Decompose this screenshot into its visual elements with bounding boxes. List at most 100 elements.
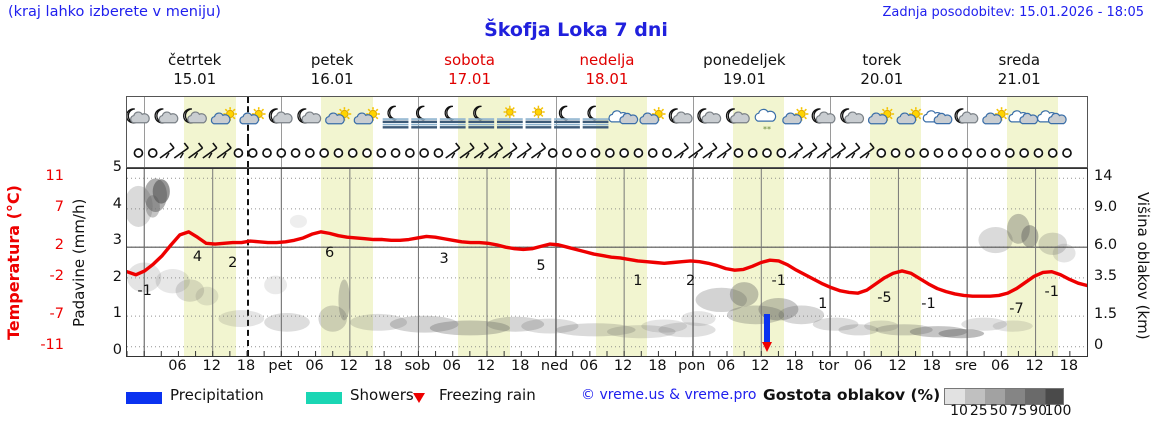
moon-fog-icon [382, 105, 409, 129]
moon-fog-icon [582, 105, 609, 129]
calm-wind-marker [1033, 148, 1044, 158]
day-name: sobota [444, 51, 495, 69]
density-tick-label: 90 [1029, 403, 1048, 419]
svg-text:**: ** [763, 125, 771, 134]
calm-wind-marker [390, 148, 401, 158]
calm-wind-marker [605, 148, 615, 158]
calm-wind-marker [133, 148, 144, 158]
cloud-height-tick-label: 1.5 [1094, 306, 1118, 323]
calm-wind-marker [776, 148, 787, 158]
cloud-height-tick-label: 3.5 [1094, 267, 1118, 284]
day-date: 16.01 [310, 70, 354, 88]
calm-wind-marker [633, 148, 644, 158]
temperature-point-label: 6 [324, 245, 335, 262]
cloud-icon [1037, 110, 1067, 125]
day-name: ponedeljek [703, 51, 786, 69]
wind-barb [859, 142, 875, 159]
wind-barb [788, 142, 804, 159]
density-tick-label: 25 [969, 403, 988, 419]
moon-cloud-icon [127, 108, 150, 124]
precipitation-tick-label: 5 [112, 159, 122, 175]
x-tick-label: 06 [305, 358, 324, 374]
sun-cloud-icon [210, 107, 237, 125]
day-date: 15.01 [173, 70, 217, 88]
calm-wind-marker [262, 148, 272, 158]
moon-cloud-icon [297, 108, 322, 124]
calm-wind-marker [905, 148, 915, 158]
calm-wind-marker [376, 148, 387, 158]
wind-barb [488, 142, 504, 159]
wind-barb [530, 142, 547, 159]
x-tick-label: 18 [1059, 358, 1079, 374]
day-date: 19.01 [722, 70, 766, 88]
x-tick-label: 06 [168, 358, 187, 374]
x-tick-label: 12 [202, 358, 221, 374]
calm-wind-marker [890, 148, 901, 158]
day-separator [692, 97, 694, 140]
day-separator [829, 140, 831, 167]
temperature-point-label: 1 [633, 272, 643, 289]
calm-wind-marker [919, 148, 929, 158]
calm-wind-marker [347, 148, 358, 158]
cloud-height-tick-label: 14 [1094, 168, 1113, 185]
copyright-link[interactable]: © vreme.us & vreme.pro [581, 387, 757, 403]
x-tick-label: pon [678, 358, 706, 374]
x-tick-label: 12 [888, 358, 907, 374]
calm-wind-marker [1047, 148, 1058, 158]
day-date: 21.01 [997, 70, 1041, 88]
daylight-band [1007, 169, 1059, 356]
day-separator [692, 140, 694, 167]
calm-wind-marker [247, 148, 258, 158]
wind-barb [502, 142, 518, 159]
wind-barb [188, 142, 204, 159]
weather-icon-band: ** [126, 96, 1088, 140]
temperature-tick-label: 2 [54, 237, 64, 254]
calm-wind-marker [947, 148, 958, 158]
wind-barb [845, 142, 861, 159]
cloud-height-tick-label: 6.0 [1094, 237, 1118, 254]
wind-barb [816, 142, 832, 159]
precipitation-axis-ticks: 5 4 3 2 1 0 [96, 159, 124, 362]
wind-barb [716, 142, 732, 159]
x-tick-label: 12 [751, 358, 770, 374]
cloud-icon [1008, 110, 1039, 125]
daylight-band [869, 169, 922, 356]
wind-barb [702, 142, 718, 159]
calm-wind-marker [419, 148, 429, 158]
day-separator [144, 140, 146, 167]
calm-wind-marker [619, 148, 629, 158]
last-update-label: Zadnja posodobitev: 15.01.2026 - 18:05 [882, 5, 1144, 20]
temperature-tick-label: 11 [45, 168, 64, 185]
wind-barb [830, 142, 847, 159]
precipitation-tick-label: 2 [112, 268, 122, 285]
density-tick-label: 10 [950, 403, 968, 419]
cloud-icon [922, 110, 953, 125]
moon-fog-icon [411, 105, 438, 129]
precipitation-axis-title: Padavine (mm/h) [70, 198, 88, 328]
calm-wind-marker [976, 148, 987, 158]
calm-wind-marker [305, 148, 315, 158]
temperature-point-label: -1 [1044, 283, 1059, 300]
calm-wind-marker [562, 148, 572, 158]
cloud-height-axis-title: Višina oblakov (km) [1134, 191, 1152, 340]
temperature-line [127, 230, 1087, 298]
temperature-point-label: -1 [771, 272, 786, 289]
sun-cloud-icon [867, 107, 895, 125]
daylight-band [184, 169, 236, 356]
x-tick-label: sre [954, 358, 978, 374]
precipitation-swatch [126, 392, 162, 404]
day-separator [418, 140, 420, 167]
calm-wind-marker [933, 148, 944, 158]
moon-cloud-icon [668, 108, 693, 124]
cloud-height-tick-label: 0 [1094, 336, 1104, 353]
temperature-axis-title: Temperatura (°C) [4, 185, 23, 341]
temperature-point-label: -1 [921, 295, 936, 312]
freezing-rain-legend-label: Freezing rain [439, 386, 536, 404]
moon-cloud-icon [811, 108, 836, 124]
density-tick-label: 50 [989, 403, 1008, 419]
sun-fog-icon [496, 105, 523, 129]
forecast-plot[interactable]: -1 4 2 6 3 5 1 2 -1 1 -5 -1 -7 -1 [126, 168, 1088, 357]
temperature-point-label: 4 [192, 249, 203, 266]
location-menu-note[interactable]: (kraj lahko izberete v meniju) [8, 4, 221, 20]
temperature-tick-label: -2 [49, 267, 64, 284]
